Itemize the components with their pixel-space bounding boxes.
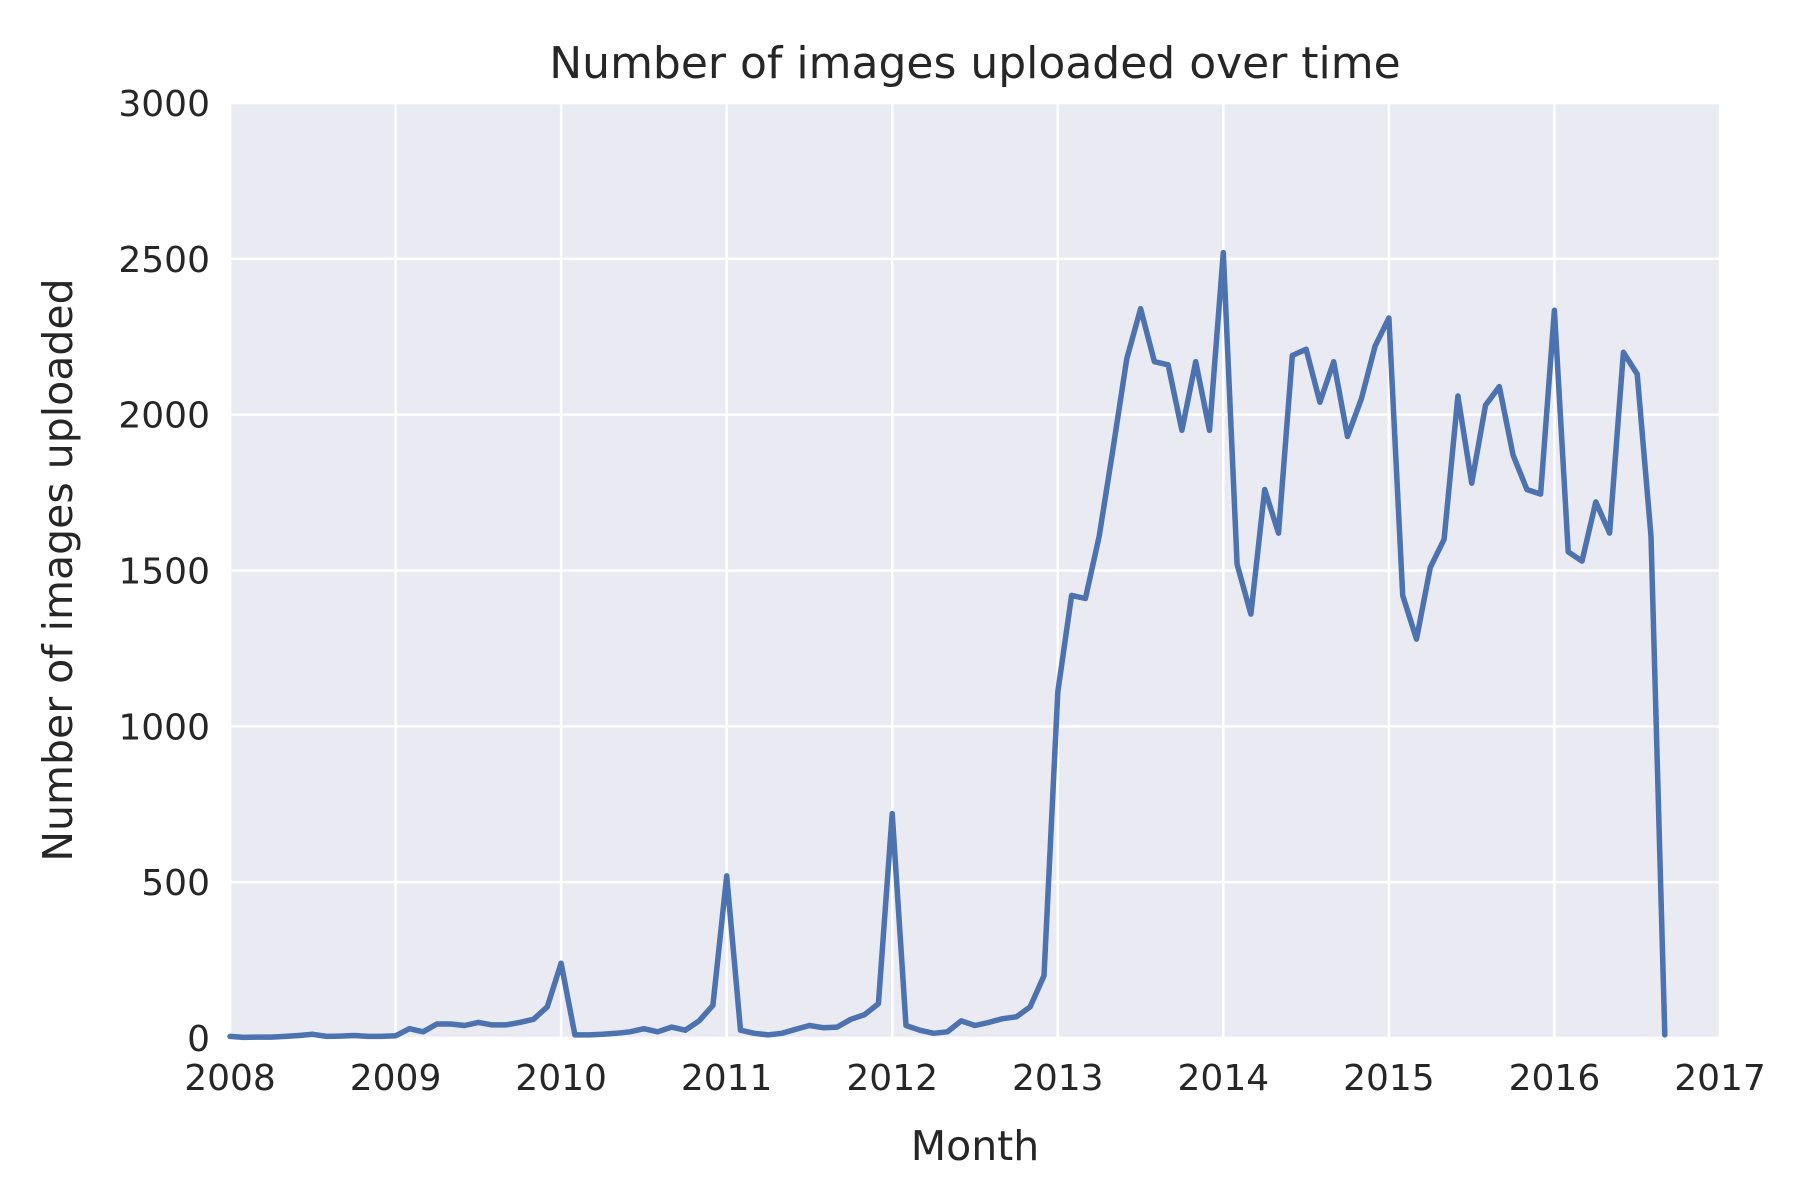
x-axis-ticks: 2008 2009 2010 2011 2012 2013 2014 2015 2016 2017: [184, 1058, 1766, 1099]
series-layer: [227, 249, 1668, 1041]
y-tick-label: 2500: [118, 240, 210, 281]
x-tick-label: 2009: [350, 1058, 442, 1099]
x-tick-label: 2017: [1674, 1058, 1766, 1099]
chart-title: Number of images uploaded over time: [549, 38, 1400, 89]
y-tick-label: 2000: [118, 396, 210, 437]
x-axis-label: Month: [911, 1122, 1040, 1170]
series-line: [227, 249, 1668, 1041]
y-tick-label: 1000: [118, 707, 210, 748]
y-axis-ticks: 0 500 1000 1500 2000 2500 3000: [118, 84, 210, 1060]
x-tick-label: 2011: [681, 1058, 773, 1099]
x-tick-label: 2015: [1343, 1058, 1435, 1099]
y-axis-label: Number of images uploaded: [34, 278, 82, 861]
y-tick-label: 500: [141, 863, 210, 904]
x-tick-label: 2013: [1012, 1058, 1104, 1099]
x-tick-label: 2016: [1509, 1058, 1601, 1099]
x-tick-label: 2008: [184, 1058, 276, 1099]
y-tick-label: 0: [187, 1019, 210, 1060]
y-tick-label: 1500: [118, 552, 210, 593]
x-tick-label: 2014: [1178, 1058, 1270, 1099]
x-tick-label: 2012: [846, 1058, 938, 1099]
y-tick-label: 3000: [118, 84, 210, 125]
x-tick-label: 2010: [515, 1058, 607, 1099]
